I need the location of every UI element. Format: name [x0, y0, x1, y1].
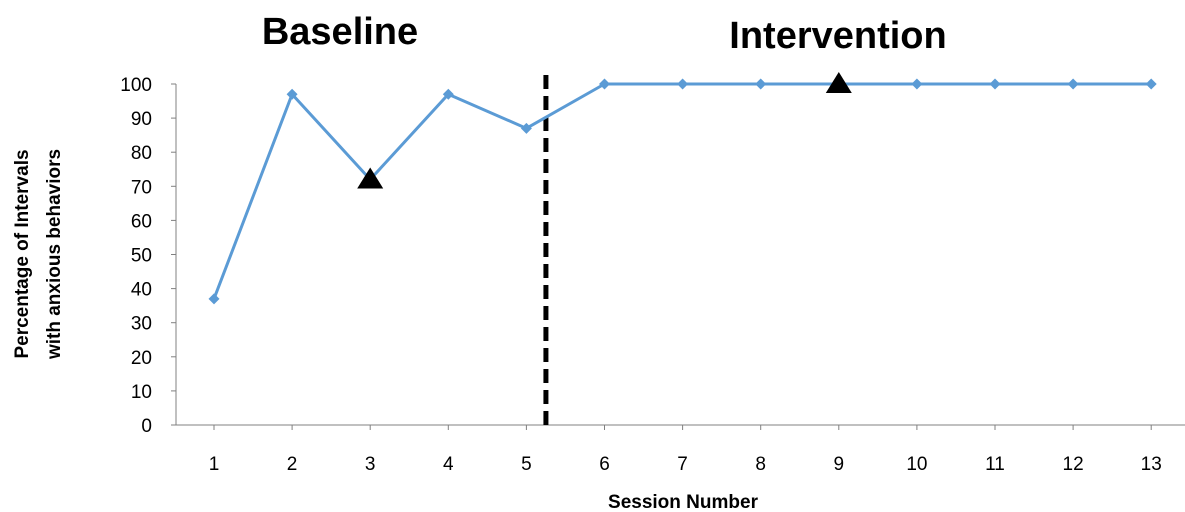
triangle-markers — [357, 72, 852, 189]
x-tick-label: 2 — [287, 454, 298, 475]
y-ticks: 0 10 20 30 40 50 60 70 80 90 100 — [120, 75, 176, 437]
data-point-marker — [677, 78, 689, 90]
series-line — [212, 82, 1152, 300]
y-axis-title: Percentage of Intervals with anxious beh… — [12, 149, 65, 360]
data-point-marker — [442, 88, 454, 100]
y-tick-label: 40 — [131, 280, 152, 301]
y-tick-label: 0 — [141, 416, 152, 437]
data-point-marker — [520, 122, 532, 134]
x-tick-label: 8 — [755, 454, 766, 475]
y-axis-title-line-1: Percentage of Intervals — [12, 149, 33, 358]
y-tick-label: 50 — [131, 246, 152, 267]
phase-label-intervention: Intervention — [729, 15, 946, 57]
data-point-marker — [1145, 78, 1157, 90]
x-tick-label: 10 — [906, 454, 927, 475]
x-tick-label: 11 — [985, 454, 1005, 475]
x-tick-label: 4 — [443, 454, 454, 475]
triangle-marker — [825, 72, 852, 93]
data-point-marker — [1067, 78, 1079, 90]
y-axis-title-line-2: with anxious behaviors — [44, 149, 65, 360]
x-ticks: 1 2 3 4 5 6 7 8 9 10 11 12 13 — [209, 425, 1162, 475]
x-tick-label: 5 — [521, 454, 532, 475]
x-tick-label: 7 — [677, 454, 688, 475]
y-tick-label: 90 — [131, 109, 152, 130]
y-tick-label: 70 — [131, 177, 152, 198]
y-tick-label: 10 — [131, 382, 152, 403]
data-point-marker — [286, 88, 298, 100]
y-tick-label: 20 — [131, 348, 152, 369]
data-point-marker — [599, 78, 610, 90]
phase-label-baseline: Baseline — [262, 11, 418, 53]
data-point-marker — [911, 78, 923, 90]
x-tick-label: 3 — [365, 454, 376, 475]
x-axis-title: Session Number — [608, 492, 759, 512]
y-tick-label: 100 — [120, 75, 152, 96]
x-tick-label: 1 — [209, 454, 220, 475]
data-point-marker — [755, 78, 767, 90]
x-tick-label: 13 — [1141, 454, 1162, 475]
series-group — [208, 78, 1157, 305]
data-point-marker — [989, 78, 1001, 90]
x-tick-label: 6 — [599, 454, 610, 475]
y-tick-label: 60 — [131, 211, 152, 232]
y-tick-label: 30 — [131, 314, 152, 335]
triangle-marker — [357, 167, 384, 189]
y-tick-label: 80 — [131, 143, 152, 164]
x-tick-label: 9 — [834, 454, 845, 475]
data-point-marker — [208, 293, 220, 305]
x-tick-label: 12 — [1063, 454, 1084, 475]
